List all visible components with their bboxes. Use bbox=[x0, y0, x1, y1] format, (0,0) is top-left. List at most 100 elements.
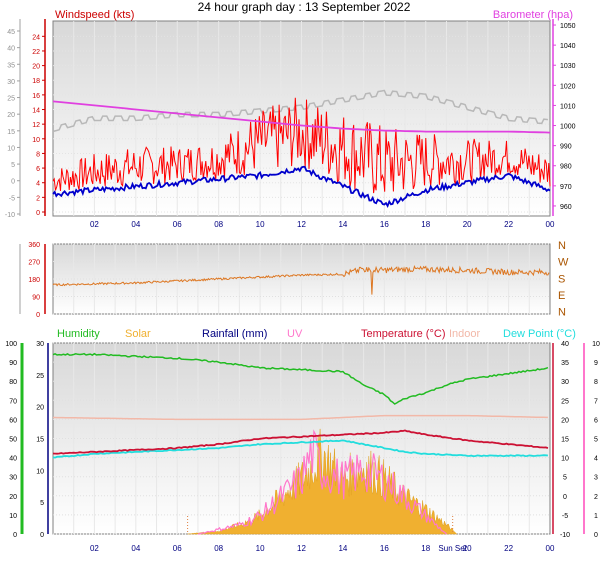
humidity-tick-label: 100 bbox=[5, 341, 17, 348]
humidity-tick-label: 50 bbox=[9, 437, 17, 444]
x-tick-label: 14 bbox=[338, 544, 347, 553]
x-tick-label: 10 bbox=[256, 544, 265, 553]
humidity-tick-label: 30 bbox=[9, 475, 17, 482]
direction-tick-label: 360 bbox=[28, 242, 40, 249]
compass-label: W bbox=[558, 257, 569, 269]
series-dewpoint-line bbox=[52, 439, 548, 459]
x-tick-label: 08 bbox=[214, 544, 223, 553]
temperature-tick-label: -5 bbox=[562, 513, 568, 520]
rainfall-tick-label: 25 bbox=[36, 373, 44, 380]
x-tick-label: 14 bbox=[338, 220, 347, 229]
x-tick-label: 00 bbox=[546, 544, 555, 553]
x-tick-label: 12 bbox=[297, 544, 306, 553]
x-tick-label: 20 bbox=[463, 220, 472, 229]
wind-outer-tick-label: -10 bbox=[5, 212, 15, 219]
wind-outer-tick-label: -5 bbox=[9, 195, 15, 202]
compass-label: E bbox=[558, 290, 565, 302]
x-tick-label: 18 bbox=[421, 544, 430, 553]
humidity-tick-label: 0 bbox=[13, 532, 17, 539]
baro-tick-label: 990 bbox=[560, 144, 572, 151]
wind-tick-label: 18 bbox=[32, 78, 40, 85]
x-tick-label: 04 bbox=[131, 220, 140, 229]
x-tick-label: 04 bbox=[131, 544, 140, 553]
wind-outer-tick-label: 0 bbox=[11, 179, 15, 186]
compass-label: N bbox=[558, 240, 566, 252]
humidity-tick-label: 10 bbox=[9, 513, 17, 520]
x-tick-label: 00 bbox=[546, 220, 555, 229]
legend-2: Rainfall (mm) bbox=[202, 328, 267, 340]
temperature-tick-label: 30 bbox=[561, 379, 569, 386]
wind-outer-tick-label: 25 bbox=[7, 96, 15, 103]
humidity-tick-label: 40 bbox=[9, 456, 17, 463]
x-tick-label: 08 bbox=[214, 220, 223, 229]
x-tick-label: 12 bbox=[297, 220, 306, 229]
x-tick-label: 10 bbox=[256, 220, 265, 229]
baro-tick-label: 970 bbox=[560, 184, 572, 191]
wind-tick-label: 12 bbox=[32, 122, 40, 129]
temperature-tick-label: 0 bbox=[563, 494, 567, 501]
wind-tick-label: 6 bbox=[36, 166, 40, 173]
rainfall-tick-label: 30 bbox=[36, 341, 44, 348]
series-gray-line bbox=[52, 89, 548, 133]
legend-0: Humidity bbox=[57, 328, 100, 340]
legend-5: Indoor bbox=[449, 328, 481, 340]
humidity-tick-label: 90 bbox=[9, 360, 17, 367]
uv-tick-label: 2 bbox=[594, 494, 598, 501]
humidity-tick-label: 60 bbox=[9, 417, 17, 424]
uv-tick-label: 8 bbox=[594, 379, 598, 386]
x-tick-label: 06 bbox=[173, 544, 182, 553]
legend-3: UV bbox=[287, 328, 303, 340]
wind-tick-label: 0 bbox=[36, 210, 40, 217]
humidity-tick-label: 20 bbox=[9, 494, 17, 501]
rainfall-tick-label: 15 bbox=[36, 437, 44, 444]
x-tick-label: 22 bbox=[504, 544, 513, 553]
series-indoor-line bbox=[53, 414, 548, 421]
humidity-tick-label: 70 bbox=[9, 398, 17, 405]
wind-outer-tick-label: 15 bbox=[7, 129, 15, 136]
direction-tick-label: 180 bbox=[28, 277, 40, 284]
x-tick-label: 18 bbox=[421, 220, 430, 229]
wind-outer-tick-label: 40 bbox=[7, 46, 15, 53]
series-uv-line bbox=[197, 429, 447, 535]
rainfall-tick-label: 5 bbox=[40, 500, 44, 507]
compass-label: S bbox=[558, 273, 565, 285]
uv-tick-label: 1 bbox=[594, 513, 598, 520]
wind-outer-tick-label: 10 bbox=[7, 145, 15, 152]
baro-axis-title: Barometer (hpa) bbox=[493, 9, 573, 21]
uv-tick-label: 6 bbox=[594, 417, 598, 424]
series-direction-line bbox=[52, 264, 550, 295]
series-barometer-line bbox=[52, 100, 551, 134]
x-tick-label: 02 bbox=[90, 544, 99, 553]
series-avg-line bbox=[52, 165, 551, 208]
rainfall-tick-label: 10 bbox=[36, 468, 44, 475]
temperature-tick-label: 5 bbox=[563, 475, 567, 482]
baro-tick-label: 1000 bbox=[560, 124, 576, 131]
uv-tick-label: 10 bbox=[592, 341, 600, 348]
wind-outer-tick-label: 20 bbox=[7, 112, 15, 119]
baro-tick-label: 980 bbox=[560, 164, 572, 171]
series-humidity-line bbox=[52, 352, 549, 405]
compass-label: N bbox=[558, 307, 566, 319]
x-tick-label: 02 bbox=[90, 220, 99, 229]
legend-4: Temperature (°C) bbox=[361, 328, 445, 340]
wind-tick-label: 10 bbox=[32, 137, 40, 144]
baro-tick-label: 1030 bbox=[560, 63, 576, 70]
temperature-tick-label: 10 bbox=[561, 456, 569, 463]
temperature-tick-label: -10 bbox=[560, 532, 570, 539]
wind-outer-tick-label: 30 bbox=[7, 79, 15, 86]
wind-tick-label: 22 bbox=[32, 49, 40, 56]
baro-tick-label: 1020 bbox=[560, 83, 576, 90]
baro-tick-label: 1050 bbox=[560, 23, 576, 30]
wind-tick-label: 4 bbox=[36, 181, 40, 188]
x-tick-label: 22 bbox=[504, 220, 513, 229]
temperature-tick-label: 15 bbox=[561, 437, 569, 444]
baro-tick-label: 1010 bbox=[560, 103, 576, 110]
temperature-tick-label: 25 bbox=[561, 398, 569, 405]
direction-tick-label: 90 bbox=[32, 295, 40, 302]
direction-tick-label: 270 bbox=[28, 260, 40, 267]
baro-tick-label: 960 bbox=[560, 204, 572, 211]
wind-tick-label: 20 bbox=[32, 64, 40, 71]
x-tick-label: 16 bbox=[380, 544, 389, 553]
series-solar-area bbox=[187, 428, 458, 535]
